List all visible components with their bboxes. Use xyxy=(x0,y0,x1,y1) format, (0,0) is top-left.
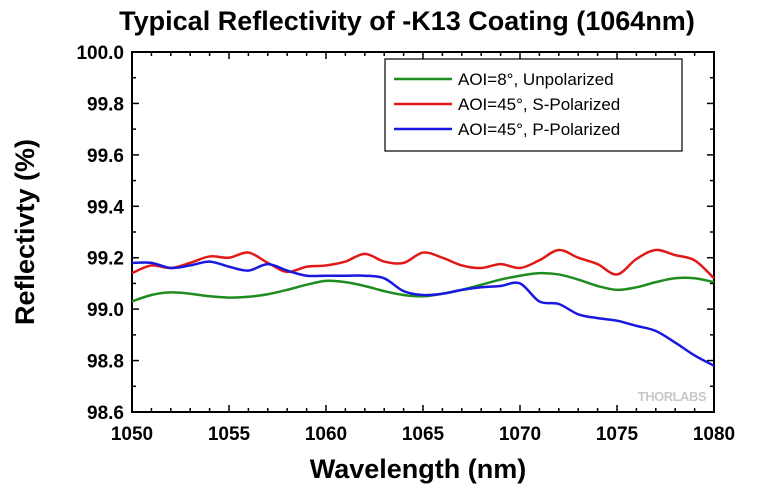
x-tick-label: 1055 xyxy=(208,424,251,445)
x-tick-label: 1080 xyxy=(693,424,735,445)
ticks-layer: 1050 1055 1060 1065 1070 1075 1080 98.6 98.8 99.0… xyxy=(76,43,735,445)
y-tick-label: 98.8 xyxy=(87,352,124,373)
series-layer xyxy=(131,248,715,367)
x-tick-label: 1050 xyxy=(111,424,153,445)
y-tick-label: 100.0 xyxy=(76,43,124,64)
y-tick-label: 99.0 xyxy=(87,300,124,321)
legend-label-p-polarized: AOI=45°, P-Polarized xyxy=(458,120,620,139)
y-axis-label: Reflectivty (%) xyxy=(10,139,40,325)
series-line-p-polarized xyxy=(131,260,715,367)
series-line-unpolarized xyxy=(131,271,715,303)
legend: AOI=8°, Unpolarized AOI=45°, S-Polarized… xyxy=(384,58,683,152)
series-line-s-polarized xyxy=(131,248,715,280)
x-tick-label: 1070 xyxy=(499,424,541,445)
y-tick-label: 99.2 xyxy=(87,249,124,270)
legend-label-unpolarized: AOI=8°, Unpolarized xyxy=(458,70,614,89)
thorlabs-watermark: THORLABS xyxy=(638,389,707,404)
x-axis-label: Wavelength (nm) xyxy=(310,454,527,484)
x-tick-label: 1075 xyxy=(596,424,639,445)
x-tick-label: 1060 xyxy=(305,424,347,445)
legend-label-s-polarized: AOI=45°, S-Polarized xyxy=(458,95,620,114)
y-tick-label: 98.6 xyxy=(87,403,124,424)
y-tick-label: 99.6 xyxy=(87,146,124,167)
y-tick-label: 99.4 xyxy=(87,197,124,218)
x-tick-label: 1065 xyxy=(402,424,445,445)
chart-title: Typical Reflectivity of -K13 Coating (10… xyxy=(119,6,695,36)
y-tick-label: 99.8 xyxy=(87,94,124,115)
